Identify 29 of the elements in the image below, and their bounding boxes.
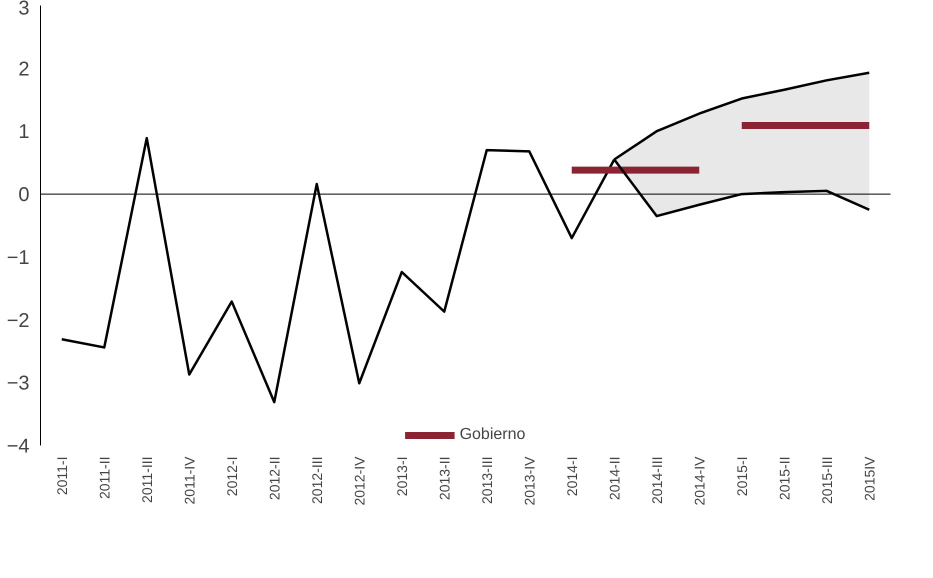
x-tick-label: 2012-IV: [351, 456, 368, 506]
y-tick-label: 1: [18, 121, 30, 144]
x-tick-label: 2011-II: [96, 456, 112, 500]
x-tick-label: 2013-II: [436, 456, 452, 500]
y-tick-label: 2: [18, 58, 30, 80]
x-tick-label: 2012-III: [308, 456, 325, 504]
x-tick-label: 2012-I: [224, 456, 240, 496]
y-tick-label: −2: [6, 310, 30, 332]
x-tick-label: 2013-III: [478, 456, 495, 504]
x-tick-label: 2013-I: [394, 456, 410, 496]
x-tick-label: 2015-II: [776, 456, 792, 500]
x-tick-label: 2013-IV: [521, 456, 538, 506]
x-tick-label: 2015-I: [734, 456, 750, 496]
x-tick-label: 2014-III: [648, 456, 665, 504]
x-tick-label: 2014-II: [606, 456, 622, 500]
y-tick-label: 0: [18, 184, 30, 206]
y-tick-label: −3: [6, 372, 30, 395]
x-tick-label: 2012-II: [266, 456, 282, 500]
y-tick-label: −4: [6, 436, 30, 458]
x-tick-label: 2015IV: [861, 456, 878, 501]
y-tick-label: 3: [18, 0, 30, 20]
x-tick-label: 2011-IV: [181, 456, 198, 504]
x-tick-label: 2015-III: [818, 456, 835, 504]
x-tick-label: 2014-I: [564, 456, 580, 496]
x-tick-label: 2014-IV: [691, 456, 708, 506]
y-tick-label: −1: [6, 246, 30, 269]
x-tick-label: 2011-III: [138, 456, 155, 503]
x-tick-label: 2011-I: [54, 456, 70, 496]
legend-label: Gobierno: [460, 426, 526, 444]
